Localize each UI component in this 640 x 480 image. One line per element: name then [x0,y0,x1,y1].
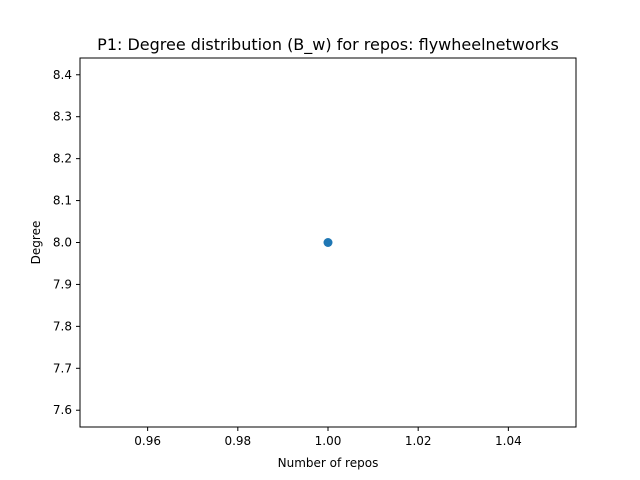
x-tick-label: 1.02 [405,434,432,448]
y-tick-label: 8.3 [53,110,72,124]
y-tick-label: 8.2 [53,152,72,166]
x-tick-label: 0.96 [134,434,161,448]
y-tick-label: 7.6 [53,403,72,417]
y-tick-label: 8.1 [53,194,72,208]
x-axis-label: Number of repos [278,456,379,470]
y-tick-label: 7.7 [53,361,72,375]
x-axis: 0.96 0.98 1.00 1.02 1.04 [134,427,522,448]
x-tick-label: 0.98 [224,434,251,448]
y-axis-label: Degree [29,221,43,265]
x-tick-label: 1.04 [495,434,522,448]
y-tick-label: 8.0 [53,236,72,250]
y-tick-label: 8.4 [53,68,72,82]
x-tick-label: 1.00 [315,434,342,448]
y-tick-label: 7.8 [53,319,72,333]
y-tick-label: 7.9 [53,277,72,291]
y-axis: 7.6 7.7 7.8 7.9 8.0 8.1 8.2 8.3 8.4 [53,68,80,417]
chart-title: P1: Degree distribution (B_w) for repos:… [97,35,559,55]
data-point [323,238,333,247]
data-points [323,238,333,247]
plot-frame [79,57,577,428]
